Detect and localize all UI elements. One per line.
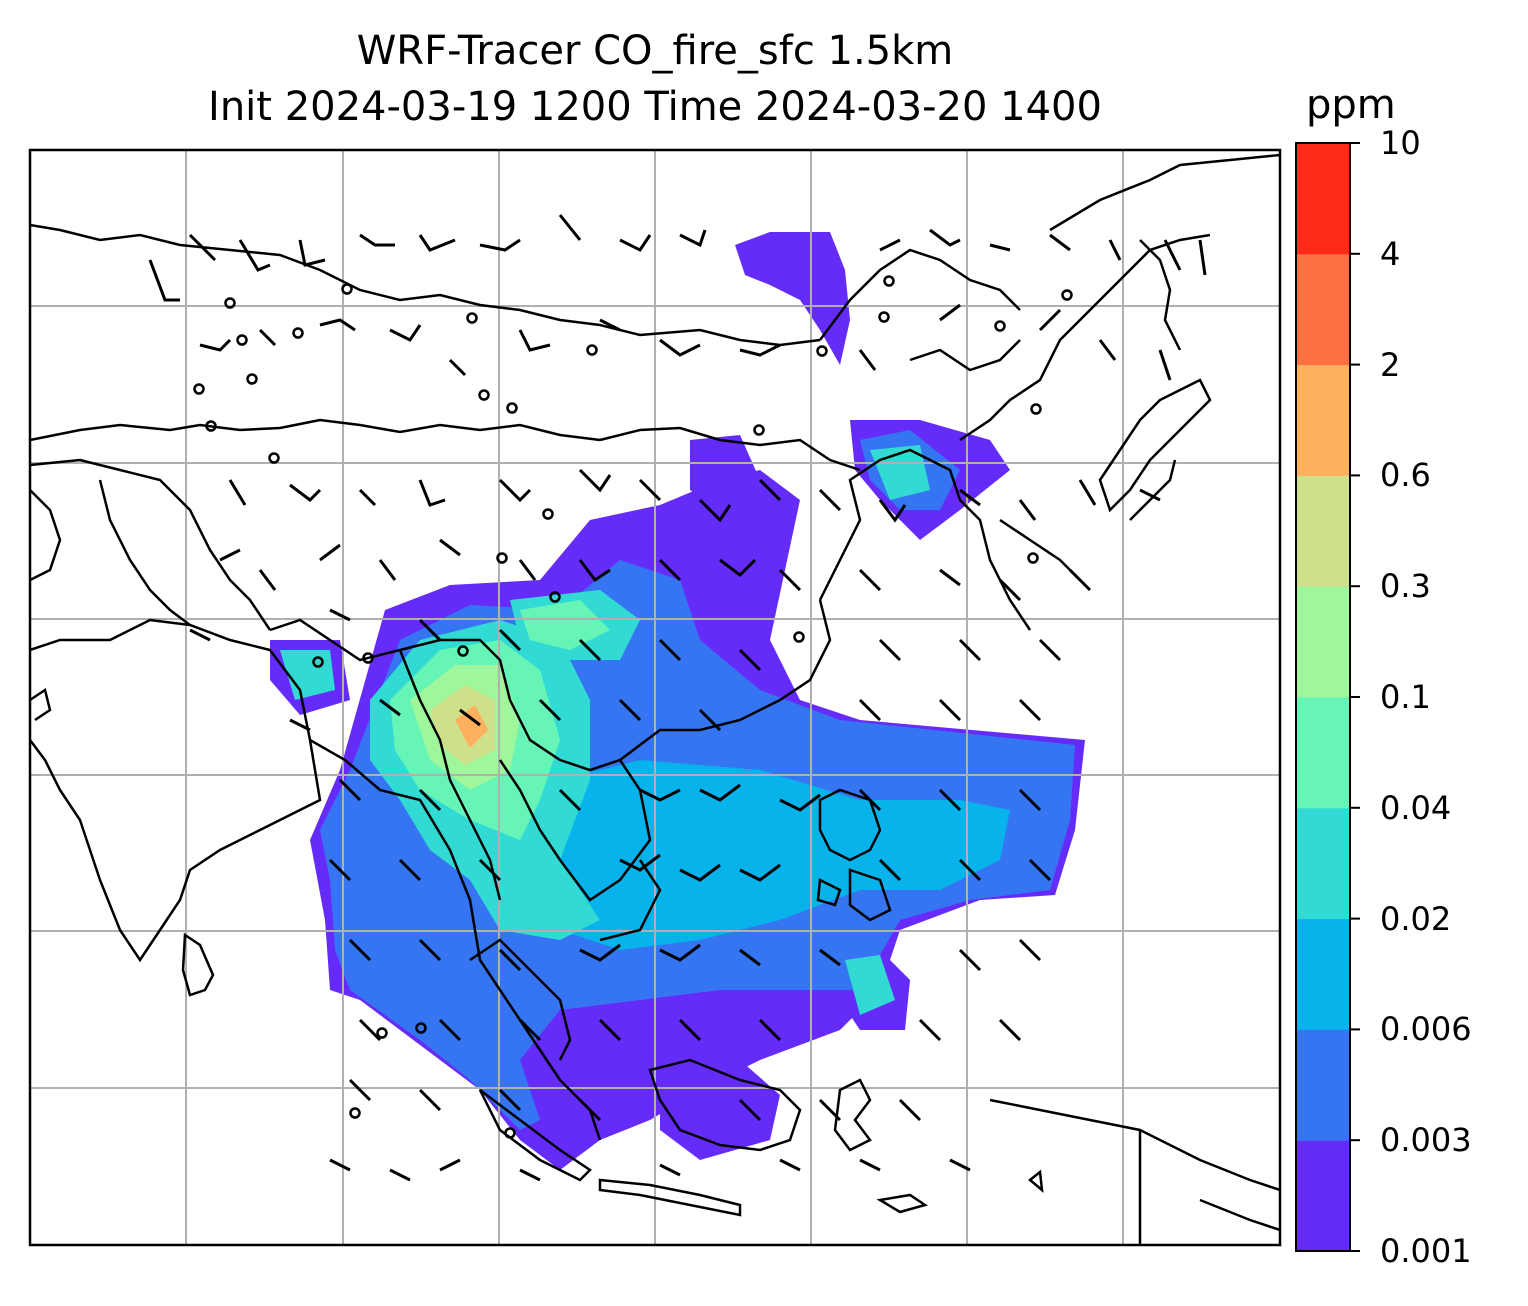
- colorbar-tick-label: 0.006: [1380, 1010, 1472, 1049]
- co-field-lowest: [690, 435, 760, 510]
- co-field-lowest: [735, 232, 850, 365]
- colorbar-unit-label: ppm: [1306, 82, 1396, 128]
- colorbar-tick-label: 0.1: [1380, 678, 1431, 716]
- colorbar-tick-label: 0.003: [1380, 1121, 1472, 1160]
- colorbar-segment: [1296, 143, 1350, 255]
- co-field-mid-high: [520, 600, 610, 650]
- map-title-line1: WRF-Tracer CO_fire_sfc 1.5km: [356, 28, 954, 74]
- colorbar-segment: [1296, 918, 1350, 1030]
- co-field-mid-low: [530, 760, 1010, 950]
- colorbar-tick-label: 2: [1380, 345, 1401, 384]
- colorbar-segment: [1296, 253, 1350, 366]
- co-field-mid: [845, 955, 895, 1015]
- colorbar-segment: [1296, 807, 1350, 920]
- colorbar-segment: [1296, 364, 1350, 476]
- colorbar-tick-label: 0.02: [1380, 899, 1452, 938]
- colorbar-tick-label: 0.04: [1380, 788, 1452, 827]
- map-plot-area: [30, 150, 1280, 1245]
- colorbar-tick-label: 0.6: [1380, 456, 1431, 495]
- map-gridlines: [30, 150, 1280, 1245]
- colorbar: [1295, 142, 1360, 1252]
- colorbar-tick-label: 10: [1380, 124, 1421, 162]
- wind-barbs: [148, 214, 1207, 1182]
- colorbar-tick-label: 0.001: [1380, 1232, 1472, 1270]
- colorbar-segment: [1296, 1140, 1350, 1252]
- coastlines: [30, 153, 1280, 1245]
- map-frame: [28, 148, 1282, 1247]
- calm-wind-markers: [193, 275, 1073, 1139]
- co-field-highest: [455, 705, 488, 748]
- colorbar-segment: [1296, 586, 1350, 698]
- colorbar-segment: [1296, 1029, 1350, 1141]
- map-title-line2: Init 2024-03-19 1200 Time 2024-03-20 140…: [208, 84, 1102, 130]
- colorbar-tick-label: 4: [1380, 234, 1401, 273]
- colorbar-segment: [1296, 475, 1350, 587]
- colorbar-segment: [1296, 697, 1350, 809]
- colorbar-tick-label: 0.3: [1380, 567, 1431, 606]
